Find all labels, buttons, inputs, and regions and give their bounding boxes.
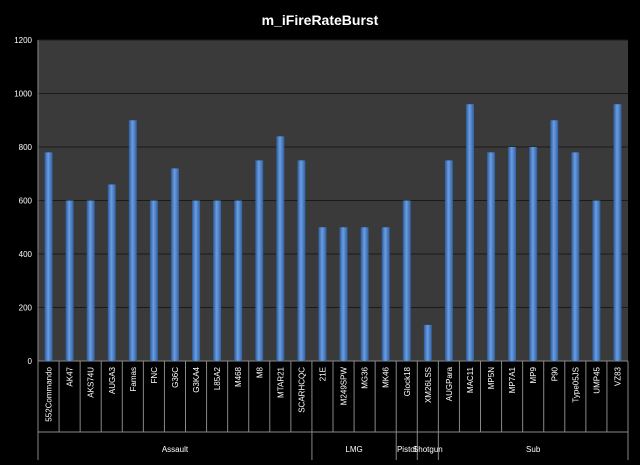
bar (297, 160, 306, 361)
x-tick-label: 552Commando (45, 366, 54, 421)
bar (487, 152, 496, 361)
y-tick-label: 1000 (14, 90, 32, 99)
bar (234, 200, 243, 361)
x-tick-label: AK47 (66, 366, 75, 386)
bar (339, 227, 348, 361)
bar (360, 227, 369, 361)
group-label: Pistol (397, 445, 417, 454)
y-tick-label: 200 (19, 304, 33, 313)
x-tick-label: Type05JS (571, 367, 580, 403)
y-tick-label: 600 (19, 197, 33, 206)
x-tick-label: MP7A1 (508, 366, 517, 393)
x-tick-label: Glock18 (403, 366, 412, 396)
x-tick-label: M249SPW (340, 367, 349, 406)
x-axis-ticks: 552Commando AK47 AKS74U AUGA3 Famas FNC G36C G3… (37, 361, 629, 432)
bar (128, 120, 137, 361)
bar (86, 200, 95, 361)
bars (44, 104, 622, 361)
x-tick-label: G36C (171, 367, 180, 388)
x-tick-label: SCARHCQC (297, 367, 306, 413)
bar (192, 200, 201, 361)
bar (170, 168, 179, 361)
bar (402, 200, 411, 361)
bar (592, 200, 601, 361)
group-label: Shotgun (413, 445, 443, 454)
bar (508, 147, 517, 361)
bar (149, 200, 158, 361)
x-tick-label: MG36 (361, 366, 370, 388)
y-tick-label: 400 (19, 250, 33, 259)
x-tick-label: UMP45 (592, 366, 601, 393)
x-tick-label: AKS74U (87, 367, 96, 398)
x-tick-label: G3KA4 (192, 366, 201, 392)
x-tick-label: FNC (150, 367, 159, 384)
chart-title: m_iFireRateBurst (262, 12, 379, 28)
x-tick-label: VZ83 (613, 366, 622, 386)
bar (423, 324, 432, 361)
bar (550, 120, 559, 361)
bar (465, 104, 474, 361)
bar (381, 227, 390, 361)
y-tick-label: 0 (28, 357, 33, 366)
bar (444, 160, 453, 361)
bar (571, 152, 580, 361)
y-tick-label: 800 (19, 143, 33, 152)
x-tick-label: M8 (255, 366, 264, 378)
x-tick-label: M468 (234, 366, 243, 387)
x-tick-label: L85A2 (213, 366, 222, 390)
x-tick-label: MTAR21 (276, 366, 285, 398)
x-tick-label: 21E (318, 367, 327, 381)
bar (276, 136, 285, 361)
group-label: Assault (162, 445, 189, 454)
y-axis-ticks: 0 200 400 600 800 1000 1200 (14, 36, 32, 366)
x-tick-label: MP9 (529, 366, 538, 383)
bar (65, 200, 74, 361)
group-label: LMG (345, 445, 362, 454)
x-tick-label: MK46 (382, 366, 391, 387)
bar (107, 184, 116, 361)
bar (529, 147, 538, 361)
y-tick-label: 1200 (14, 36, 32, 45)
bar (44, 152, 53, 361)
x-tick-label: MAC11 (466, 366, 475, 393)
x-tick-label: AUGA3 (108, 366, 117, 394)
x-tick-label: P90 (550, 366, 559, 381)
group-label: Sub (526, 445, 541, 454)
x-tick-label: MP5N (487, 367, 496, 389)
x-tick-label: XM26LSS (424, 367, 433, 403)
bar (213, 200, 222, 361)
x-tick-label: AUGPara (445, 366, 454, 401)
bar (255, 160, 264, 361)
x-tick-label: Famas (129, 367, 138, 391)
bar (613, 104, 622, 361)
bar (318, 227, 327, 361)
